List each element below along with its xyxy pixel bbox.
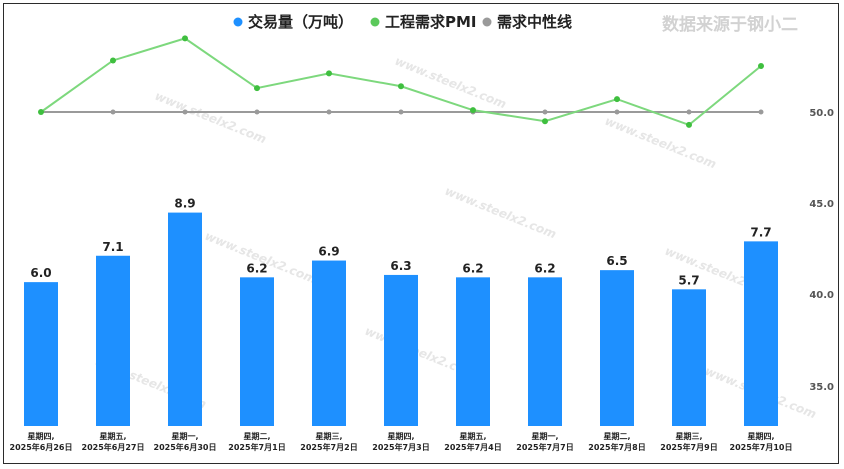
bar[interactable]: [240, 277, 274, 426]
neutral-point[interactable]: [758, 109, 764, 115]
bar[interactable]: [672, 289, 706, 426]
category-label-weekday: 星期五,: [459, 431, 486, 441]
bar-value-label: 6.0: [30, 266, 51, 280]
bar-value-label: 5.7: [678, 273, 699, 287]
pmi-point[interactable]: [110, 57, 116, 64]
bar-value-label: 6.2: [462, 261, 483, 275]
category-label-date: 2025年7月8日: [588, 442, 645, 452]
bar-value-label: 7.1: [102, 240, 123, 254]
legend-bar-label: 交易量（万吨）: [248, 13, 353, 31]
bar-value-label: 6.5: [606, 254, 627, 268]
bar[interactable]: [24, 282, 58, 426]
right-axis-tick-label: 45.0: [809, 199, 834, 210]
pmi-point[interactable]: [542, 118, 548, 125]
category-label-weekday: 星期二,: [603, 431, 630, 441]
legend-bar-swatch: [233, 17, 243, 27]
category-label-date: 2025年7月3日: [372, 442, 429, 452]
bar[interactable]: [744, 241, 778, 426]
bar-value-label: 6.9: [318, 245, 339, 259]
legend-neutral-label: 需求中性线: [497, 13, 572, 31]
category-label-weekday: 星期四,: [387, 431, 414, 441]
category-label-date: 2025年7月4日: [444, 442, 501, 452]
bar[interactable]: [456, 277, 490, 426]
watermark-text: www.steelx2.com: [443, 184, 558, 241]
bar[interactable]: [384, 274, 418, 426]
right-axis-tick-label: 35.0: [809, 382, 834, 393]
legend: 交易量（万吨） 工程需求PMI 需求中性线: [233, 13, 572, 31]
bar[interactable]: [528, 277, 562, 426]
category-label-date: 2025年7月9日: [660, 442, 717, 452]
category-label-date: 2025年7月10日: [730, 442, 793, 452]
neutral-point[interactable]: [326, 109, 332, 115]
watermark-text: www.steelx2.com: [603, 114, 718, 171]
neutral-point[interactable]: [398, 109, 404, 115]
category-label-weekday: 星期四,: [747, 431, 774, 441]
chart-frame: www.steelx2.com www.steelx2.com www.steelx…: [3, 3, 839, 464]
pmi-line-series: [38, 35, 764, 128]
bar-series: [24, 212, 778, 426]
bar-value-labels: 6.0 7.1 8.9 6.2 6.9 6.3 6.2 6.2 6.5 5.7 7.7: [30, 197, 771, 288]
legend-pmi-swatch: [370, 17, 380, 27]
watermark-text: www.steelx2.com: [153, 89, 268, 146]
right-axis-tick-label: 40.0: [809, 290, 834, 301]
bar[interactable]: [600, 270, 634, 426]
bar-value-label: 6.3: [390, 259, 411, 273]
combo-chart: www.steelx2.com www.steelx2.com www.steelx…: [10, 13, 835, 452]
neutral-point[interactable]: [182, 109, 188, 115]
pmi-point[interactable]: [326, 70, 332, 77]
bar[interactable]: [96, 255, 130, 426]
legend-neutral-swatch: [482, 17, 492, 27]
neutral-point[interactable]: [614, 109, 620, 115]
category-label-weekday: 星期一,: [531, 431, 558, 441]
bar-value-label: 8.9: [174, 197, 195, 211]
pmi-point[interactable]: [614, 96, 620, 103]
category-label-weekday: 星期一,: [171, 431, 198, 441]
pmi-point[interactable]: [686, 121, 692, 128]
category-label-weekday: 星期三,: [675, 431, 702, 441]
pmi-point[interactable]: [398, 83, 404, 90]
category-label-date: 2025年7月7日: [516, 442, 573, 452]
category-label-date: 2025年6月27日: [82, 442, 145, 452]
pmi-point[interactable]: [38, 109, 44, 115]
bar[interactable]: [312, 260, 346, 426]
category-label-date: 2025年7月1日: [228, 442, 285, 452]
category-label-date: 2025年6月26日: [10, 442, 73, 452]
legend-pmi-label: 工程需求PMI: [385, 13, 477, 31]
neutral-point[interactable]: [542, 109, 548, 115]
right-axis-tick-label: 50.0: [809, 108, 834, 119]
category-label-weekday: 星期五,: [99, 431, 126, 441]
x-axis-categories: 星期四,2025年6月26日星期五,2025年6月27日星期一,2025年6月3…: [10, 431, 793, 452]
category-label-weekday: 星期三,: [315, 431, 342, 441]
right-axis-ticks: 50.0 45.0 40.0 35.0: [809, 108, 834, 393]
bar-value-label: 6.2: [246, 261, 267, 275]
neutral-point[interactable]: [686, 109, 692, 115]
neutral-point[interactable]: [110, 109, 116, 115]
pmi-point[interactable]: [182, 35, 188, 42]
neutral-point[interactable]: [254, 109, 260, 115]
category-label-date: 2025年7月2日: [300, 442, 357, 452]
source-note: 数据来源于钢小二: [662, 14, 798, 35]
pmi-point[interactable]: [758, 63, 764, 69]
pmi-point[interactable]: [470, 107, 476, 114]
bar-value-label: 6.2: [534, 261, 555, 275]
bar-value-label: 7.7: [750, 225, 771, 239]
category-label-weekday: 星期四,: [27, 431, 54, 441]
category-label-weekday: 星期二,: [243, 431, 270, 441]
category-label-date: 2025年6月30日: [154, 442, 217, 452]
pmi-point[interactable]: [254, 85, 260, 92]
bar[interactable]: [168, 212, 202, 426]
